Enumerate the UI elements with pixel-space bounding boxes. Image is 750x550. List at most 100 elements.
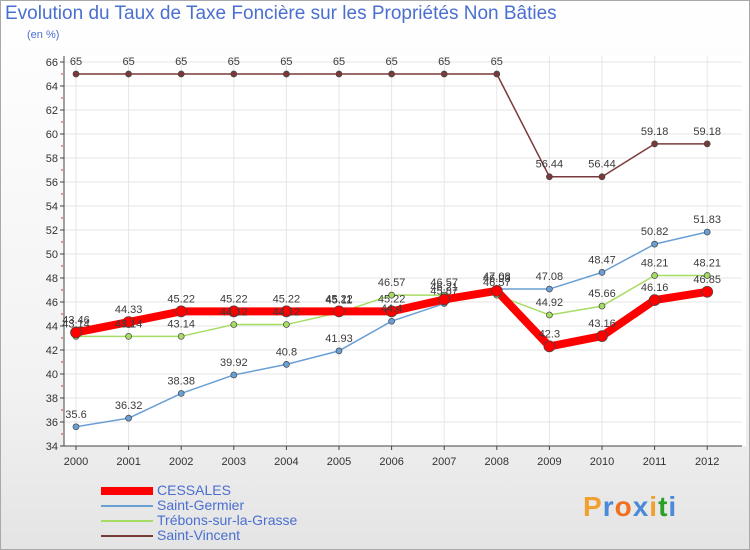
data-label: 59.18 xyxy=(693,126,721,138)
data-point xyxy=(333,305,345,318)
data-label: 65 xyxy=(228,56,240,68)
data-label: 43.14 xyxy=(115,318,143,330)
x-tick-label: 2012 xyxy=(695,456,719,468)
data-point xyxy=(703,272,711,279)
data-label: 45.87 xyxy=(430,286,458,298)
data-point xyxy=(493,70,501,78)
data-point xyxy=(125,70,132,78)
y-tick-label: 66 xyxy=(46,57,58,69)
data-label: 65 xyxy=(122,56,134,68)
x-tick-label: 2002 xyxy=(169,456,193,468)
y-tick-label: 42 xyxy=(46,345,58,357)
data-point xyxy=(438,293,451,306)
y-tick-label: 46 xyxy=(46,297,58,309)
data-point xyxy=(125,332,132,340)
legend-label: CESSALES xyxy=(157,482,231,498)
data-label: 46.16 xyxy=(641,282,669,294)
y-tick-label: 36 xyxy=(46,417,58,429)
data-label: 48.21 xyxy=(693,257,721,269)
data-label: 35.6 xyxy=(65,409,86,421)
data-label: 44.4 xyxy=(381,303,402,315)
legend-label: Trébons-sur-la-Grasse xyxy=(157,512,298,528)
data-label: 46.57 xyxy=(430,277,458,289)
data-label: 45.22 xyxy=(273,293,301,305)
x-tick-label: 2008 xyxy=(485,456,509,468)
data-point xyxy=(546,311,553,319)
data-point xyxy=(177,332,185,340)
data-point xyxy=(227,305,240,318)
y-tick-label: 62 xyxy=(46,105,58,117)
data-label: 39.92 xyxy=(220,357,248,369)
data-point xyxy=(388,70,395,78)
legend-swatch xyxy=(101,505,153,507)
data-point xyxy=(596,330,608,342)
x-tick-label: 2009 xyxy=(537,456,561,468)
data-label: 65 xyxy=(280,56,292,68)
data-label: 40.8 xyxy=(276,346,297,358)
data-point xyxy=(651,240,658,248)
data-point xyxy=(72,423,80,431)
x-tick-label: 2005 xyxy=(327,456,351,468)
data-point xyxy=(283,70,290,78)
data-label: 47.08 xyxy=(483,271,511,283)
x-tick-label: 2010 xyxy=(590,456,614,468)
y-tick-label: 50 xyxy=(46,249,58,261)
data-label: 46.21 xyxy=(430,281,458,293)
data-point xyxy=(122,316,135,328)
data-point xyxy=(701,285,714,298)
data-label: 45.11 xyxy=(326,295,353,307)
logo-letter: P xyxy=(583,491,603,522)
data-label: 47.08 xyxy=(536,271,564,283)
data-point xyxy=(648,294,661,306)
data-label: 65 xyxy=(70,56,82,68)
data-label: 43.14 xyxy=(167,318,195,330)
proxiti-logo: Proxiti xyxy=(583,491,677,523)
data-label: 38.38 xyxy=(167,375,195,387)
data-point xyxy=(598,302,606,310)
data-point xyxy=(388,317,395,325)
y-tick-label: 52 xyxy=(46,225,58,237)
data-point xyxy=(230,70,238,78)
data-point xyxy=(177,70,185,78)
data-label: 65 xyxy=(175,56,187,68)
data-point xyxy=(280,305,293,318)
data-label: 45.22 xyxy=(167,293,195,305)
data-point xyxy=(703,228,711,236)
data-label: 44.92 xyxy=(536,297,564,309)
data-point xyxy=(651,272,658,279)
data-label: 50.82 xyxy=(641,226,669,238)
logo-letter: o xyxy=(614,491,633,522)
logo-letter: i xyxy=(668,491,678,522)
data-point xyxy=(335,347,343,355)
data-label: 43.14 xyxy=(62,318,90,330)
legend-label: Saint-Germier xyxy=(157,497,245,513)
y-tick-label: 54 xyxy=(46,201,58,213)
data-point xyxy=(125,414,132,422)
x-tick-label: 2004 xyxy=(274,456,298,468)
logo-letter: x xyxy=(632,491,650,522)
data-point xyxy=(543,340,556,353)
data-label: 56.44 xyxy=(536,159,564,171)
y-tick-label: 64 xyxy=(46,81,58,93)
legend-swatch xyxy=(101,535,153,537)
legend-label: Saint-Vincent xyxy=(157,527,241,543)
unit-label: (en %) xyxy=(27,29,60,41)
data-label: 46.57 xyxy=(378,277,406,289)
data-label: 43.46 xyxy=(62,314,90,326)
x-tick-label: 2001 xyxy=(116,456,140,468)
x-tick-label: 2007 xyxy=(432,456,456,468)
data-label: 36.32 xyxy=(115,400,143,412)
x-tick-label: 2003 xyxy=(222,456,246,468)
data-point xyxy=(230,371,238,379)
x-tick-label: 2011 xyxy=(643,456,667,468)
logo-letter: r xyxy=(602,491,615,522)
line-chart: 34 36 38 40 42 44 46 48 50 52 54 56 58 60 62 64 66 2000 20… xyxy=(46,56,746,468)
data-point xyxy=(546,285,553,293)
data-point xyxy=(177,390,185,397)
data-point xyxy=(230,321,238,328)
data-label: 44.12 xyxy=(273,307,301,319)
y-tick-label: 44 xyxy=(46,321,58,333)
data-label: 48.21 xyxy=(641,257,669,269)
data-label: 65 xyxy=(385,56,397,68)
